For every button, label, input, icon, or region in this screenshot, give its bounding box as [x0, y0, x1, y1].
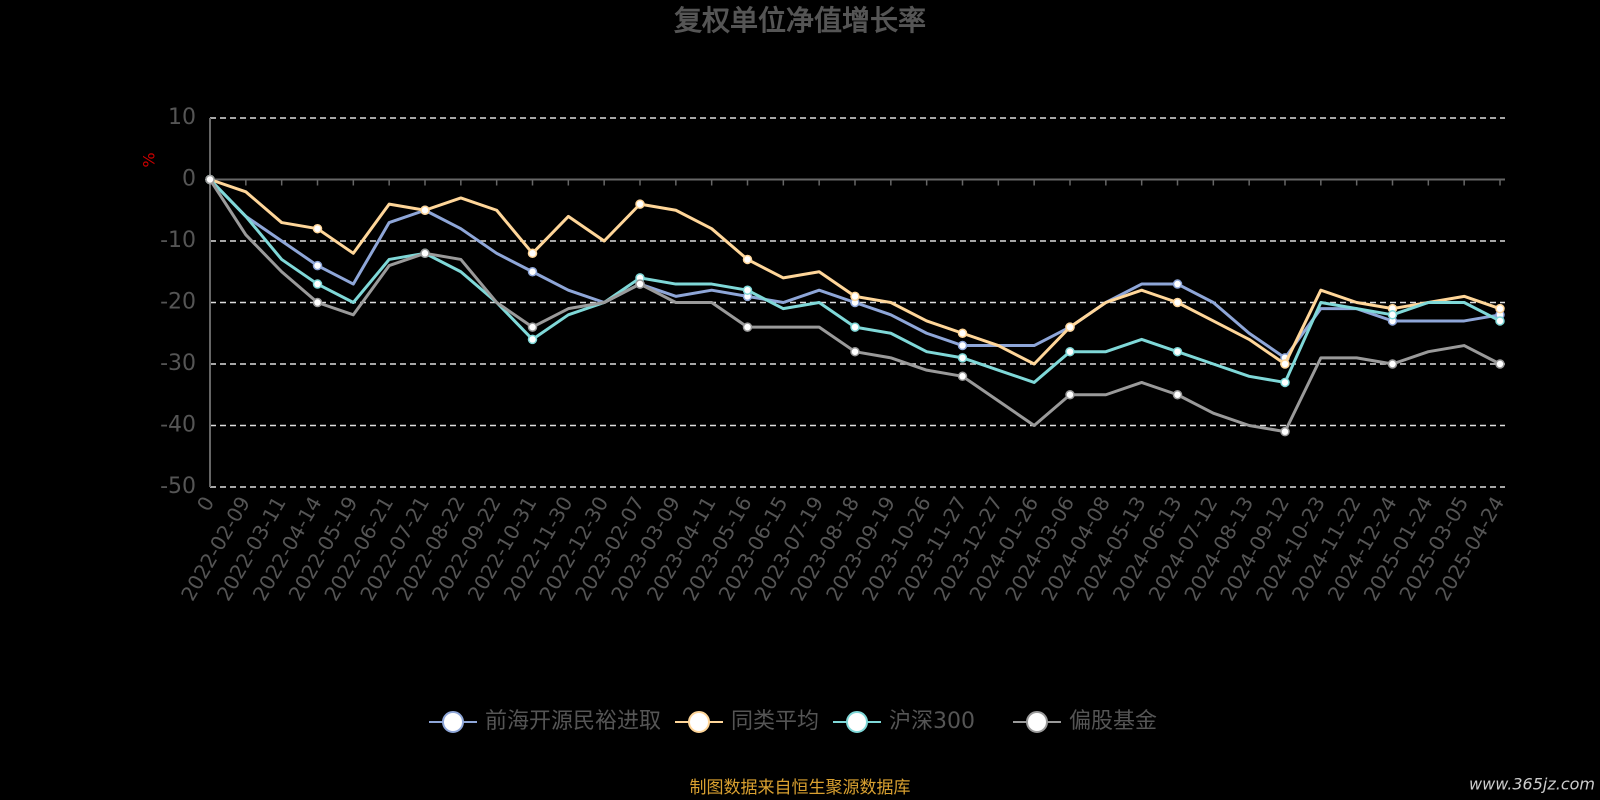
- series-point: [1495, 359, 1505, 369]
- series-point: [742, 322, 753, 332]
- series-point: [205, 174, 215, 185]
- series-point: [1065, 346, 1075, 357]
- legend-marker: [1026, 711, 1048, 733]
- series-point: [312, 223, 323, 234]
- legend-marker: [688, 711, 710, 733]
- y-tick-label: -40: [160, 413, 196, 438]
- y-tick-label: -30: [160, 351, 196, 376]
- legend-marker: [846, 711, 868, 733]
- series-point: [527, 334, 538, 345]
- y-axis-label: %: [140, 152, 159, 167]
- series-point: [957, 353, 968, 363]
- series-point: [527, 267, 538, 277]
- legend-label: 偏股基金: [1069, 709, 1157, 734]
- legend-label: 沪深300: [889, 709, 975, 734]
- series-point: [635, 199, 645, 209]
- series-point: [1172, 346, 1183, 357]
- y-tick-label: -10: [160, 228, 196, 253]
- series-point: [957, 340, 968, 351]
- y-tick-label: -20: [160, 290, 196, 315]
- series-point: [1065, 322, 1075, 332]
- watermark: www.365jz.com: [1469, 775, 1595, 794]
- series-point: [1280, 426, 1290, 437]
- series-point: [1495, 316, 1505, 326]
- legend-label: 同类平均: [731, 709, 819, 734]
- series-point: [1065, 390, 1075, 400]
- series-point: [957, 328, 968, 338]
- series-point: [1280, 359, 1290, 369]
- series-point: [957, 371, 968, 382]
- x-tick-label: 0: [192, 492, 219, 515]
- series-point: [1172, 279, 1183, 289]
- y-tick-label: -50: [160, 474, 196, 499]
- legend-label: 前海开源民裕进取: [485, 709, 661, 734]
- series-point: [1172, 390, 1183, 400]
- legend-marker: [442, 711, 464, 733]
- series-point: [850, 291, 860, 302]
- series-point: [1387, 310, 1398, 320]
- series-point: [742, 285, 753, 295]
- series-point: [850, 346, 860, 357]
- series-point: [1495, 303, 1505, 314]
- series-point: [742, 254, 753, 265]
- series-point: [1280, 377, 1290, 388]
- series-point: [527, 248, 538, 259]
- chart-title: 复权单位净值增长率: [674, 4, 926, 37]
- series-point: [420, 205, 430, 215]
- series-point: [1387, 359, 1398, 369]
- source-note: 制图数据来自恒生聚源数据库: [690, 778, 911, 798]
- series-point: [1172, 297, 1183, 308]
- series-point: [312, 260, 323, 271]
- y-tick-label: 0: [182, 167, 196, 192]
- series-point: [420, 248, 430, 259]
- series-point: [635, 279, 645, 289]
- series-point: [527, 322, 538, 332]
- series-point: [312, 297, 323, 308]
- series-point: [312, 279, 323, 289]
- y-tick-label: 10: [168, 105, 196, 130]
- series-point: [850, 322, 860, 332]
